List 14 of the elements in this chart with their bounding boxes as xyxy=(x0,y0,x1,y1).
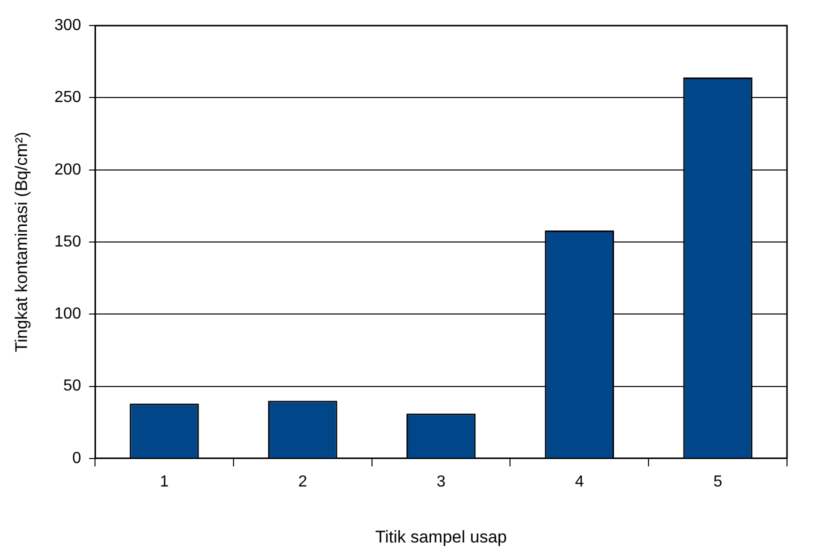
y-tick-label: 100 xyxy=(54,306,82,323)
x-axis-title: Titik sampel usap xyxy=(375,527,507,546)
y-tick-label: 250 xyxy=(54,89,82,106)
x-tick-label: 5 xyxy=(713,473,722,490)
x-tick-label: 4 xyxy=(574,473,584,490)
x-tick-label: 1 xyxy=(160,473,169,490)
y-axis-title: Tingkat kontaminasi (Bq/cm²) xyxy=(12,132,31,352)
x-tick-label: 3 xyxy=(436,473,446,490)
y-tick-label: 300 xyxy=(54,17,82,34)
y-tick-label: 200 xyxy=(54,161,82,178)
y-tick-label: 0 xyxy=(72,450,82,467)
y-tick-label: 150 xyxy=(54,233,82,250)
y-tick-label: 50 xyxy=(63,378,82,395)
x-tick-label: 2 xyxy=(298,473,308,490)
